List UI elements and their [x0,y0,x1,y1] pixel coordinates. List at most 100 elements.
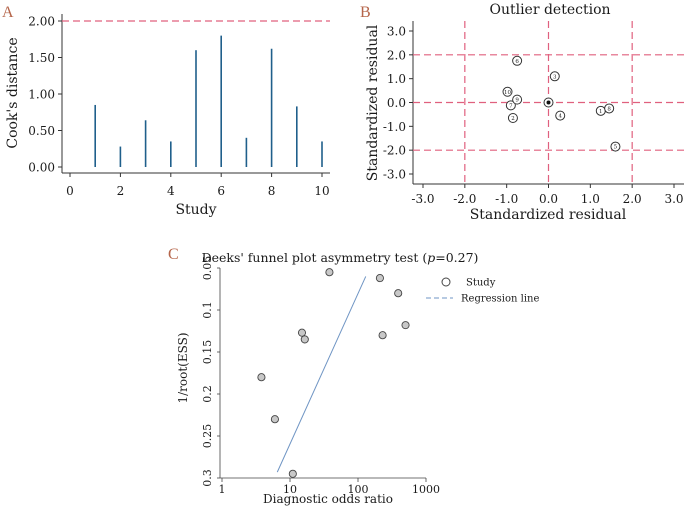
panel-c-letter: C [168,246,179,263]
panel-b-point-label: 8 [607,106,611,112]
panel-b-ytick-label: -2.0 [383,144,406,158]
panel-b-point-label: 7 [509,103,513,109]
legend-study-label: Study [466,278,496,289]
panel-c-study-point-2 [375,274,384,283]
panel-b-point-label: 10 [504,90,511,96]
legend-study-marker [441,277,451,287]
panel-b-ytick-label: 2.0 [387,48,406,62]
panel-a-xtick-label: 4 [167,184,175,198]
panel-b-point-marker [549,71,560,82]
panel-b-point-label: 6 [515,59,519,65]
panel-b-point-label: 1 [599,109,603,115]
panel-a-ylabel: Cook's distance [5,37,21,148]
panel-b-xtick-label: -1.0 [495,192,518,206]
panel-b-point-center-dot [546,100,551,105]
panel-b-point-marker [505,100,516,111]
panel-b-y-ticks: 3.0 2.0 1.0 0.0 -1.0 -2.0 -3.0 [383,25,413,182]
panel-c-points [257,268,410,478]
panel-b-xtick-label: -2.0 [453,192,476,206]
panel-c-study-point-3 [394,289,403,298]
panel-b-point-marker [502,86,513,97]
panel-a-xlabel: Study [175,202,216,218]
panel-a-y-ticks: 0.00 0.50 1.00 1.50 2.00 [28,15,62,175]
panel-b-point-study-9: 9 [512,94,523,105]
panel-c-x-ticks: 1 10 100 1000 [219,478,440,496]
panel-c-y-ticks: 0.05 0.1 0.15 0.2 0.25 0.3 [201,256,220,487]
panel-b-points: 1 2 3 4 5 6 7 8 9 10 [502,55,621,152]
panel-a-ytick-label: 1.50 [28,51,55,65]
panel-a-xtick-label: 2 [117,184,125,198]
panel-a-bars [94,35,323,167]
panel-b-point-marker [555,110,566,121]
panel-b-point-study-4: 4 [555,110,566,121]
panel-b-xlabel: Standardized residual [470,207,627,223]
panel-c-legend: Study Regression line [426,277,539,305]
panel-c-ytick-label: 0.05 [201,256,214,281]
panel-c-xtick-label: 1000 [412,483,440,496]
panel-b-point-marker [512,94,523,105]
panel-c-study-point-6 [378,331,387,340]
panel-b-x-ticks: -3.0 -2.0 -1.0 0.0 1.0 2.0 3.0 [411,184,684,206]
panel-c-chart: C Deeks' funnel plot asymmetry test (p=0… [168,246,539,506]
panel-c-study-point-7 [401,321,410,330]
panel-b-point-study-8: 8 [604,103,615,114]
panel-a-x-ticks: 0 2 4 6 8 10 [66,173,330,198]
panel-b-point-study-3: 3 [549,71,560,82]
panel-b-point-label: 4 [558,114,562,120]
panel-c-title-pvalue: =0.27) [435,250,478,265]
panel-b-xtick-label: 0.0 [539,192,558,206]
panel-c-study-point-4 [297,328,307,337]
panel-a-ytick-label: 0.00 [28,161,55,175]
panel-c-xlabel: Diagnostic odds ratio [263,492,393,506]
panel-b-ytick-label: -3.0 [383,168,406,182]
panel-c-study-point-5 [300,335,309,344]
panel-a-xtick-label: 8 [268,184,276,198]
panel-c-ylabel: 1/root(ESS) [176,332,190,403]
panel-b-point-label: 5 [614,145,618,151]
panel-a-letter: A [2,4,14,21]
panel-b-ytick-label: 3.0 [387,25,406,39]
panel-b-ylabel: Standardized residual [365,24,381,181]
panel-b-xtick-label: -3.0 [411,192,434,206]
panel-b-point-study-2: 2 [507,112,518,123]
panel-c-study-point-1 [325,268,334,277]
panel-c-ytick-label: 0.2 [201,385,214,403]
panel-b-point-center [543,97,554,108]
panel-b-title: Outlier detection [489,2,610,18]
panel-b-point-marker [512,55,523,66]
panel-c-ytick-label: 0.1 [201,301,214,319]
panel-c-regression-line [276,276,367,473]
panel-b-point-marker [604,103,615,114]
panel-b-point-label: 9 [515,98,519,104]
panel-c-ytick-label: 0.3 [201,469,214,487]
panel-c-title-main: Deeks' funnel plot asymmetry test ( [202,250,428,265]
panel-b-point-study-1: 1 [595,105,606,116]
panel-b-chart: B Outlier detection 3.0 2.0 1.0 0.0 -1.0 -2.0… [360,2,684,223]
panel-c-study-point-8 [257,373,266,382]
panel-b-xtick-label: 3.0 [664,192,683,206]
panel-b-point-marker [507,112,518,123]
panel-b-letter: B [360,4,371,21]
panel-c-xtick-label: 100 [348,483,369,496]
panel-b-xtick-label: 1.0 [581,192,600,206]
panel-b-point-study-6: 6 [512,55,523,66]
panel-c-xtick-label: 1 [219,483,226,496]
panel-a-xtick-label: 10 [314,184,329,198]
panel-b-point-study-7: 7 [505,100,516,111]
panel-a-ytick-label: 0.50 [28,124,55,138]
panel-b-point-label: 2 [511,116,515,122]
panel-a-chart: A 0.00 0.50 1.00 1.50 2.00 0 2 4 6 8 10 Study Coo… [2,4,330,218]
panel-a-xtick-label: 6 [217,184,225,198]
panel-c-title-p: p [427,250,435,265]
panel-c-ytick-label: 0.15 [201,340,214,365]
panel-c-ytick-label: 0.25 [201,424,214,449]
panel-c-study-point-10 [288,469,297,478]
panel-b-point-label: 3 [553,74,557,80]
panel-a-ytick-label: 2.00 [28,15,55,29]
panel-a-xtick-label: 0 [66,184,74,198]
panel-b-point-study-10: 10 [502,86,513,97]
panel-c-xtick-label: 10 [283,483,297,496]
panel-c-title: Deeks' funnel plot asymmetry test (p=0.2… [202,250,479,265]
panel-b-ytick-label: -1.0 [383,120,406,134]
